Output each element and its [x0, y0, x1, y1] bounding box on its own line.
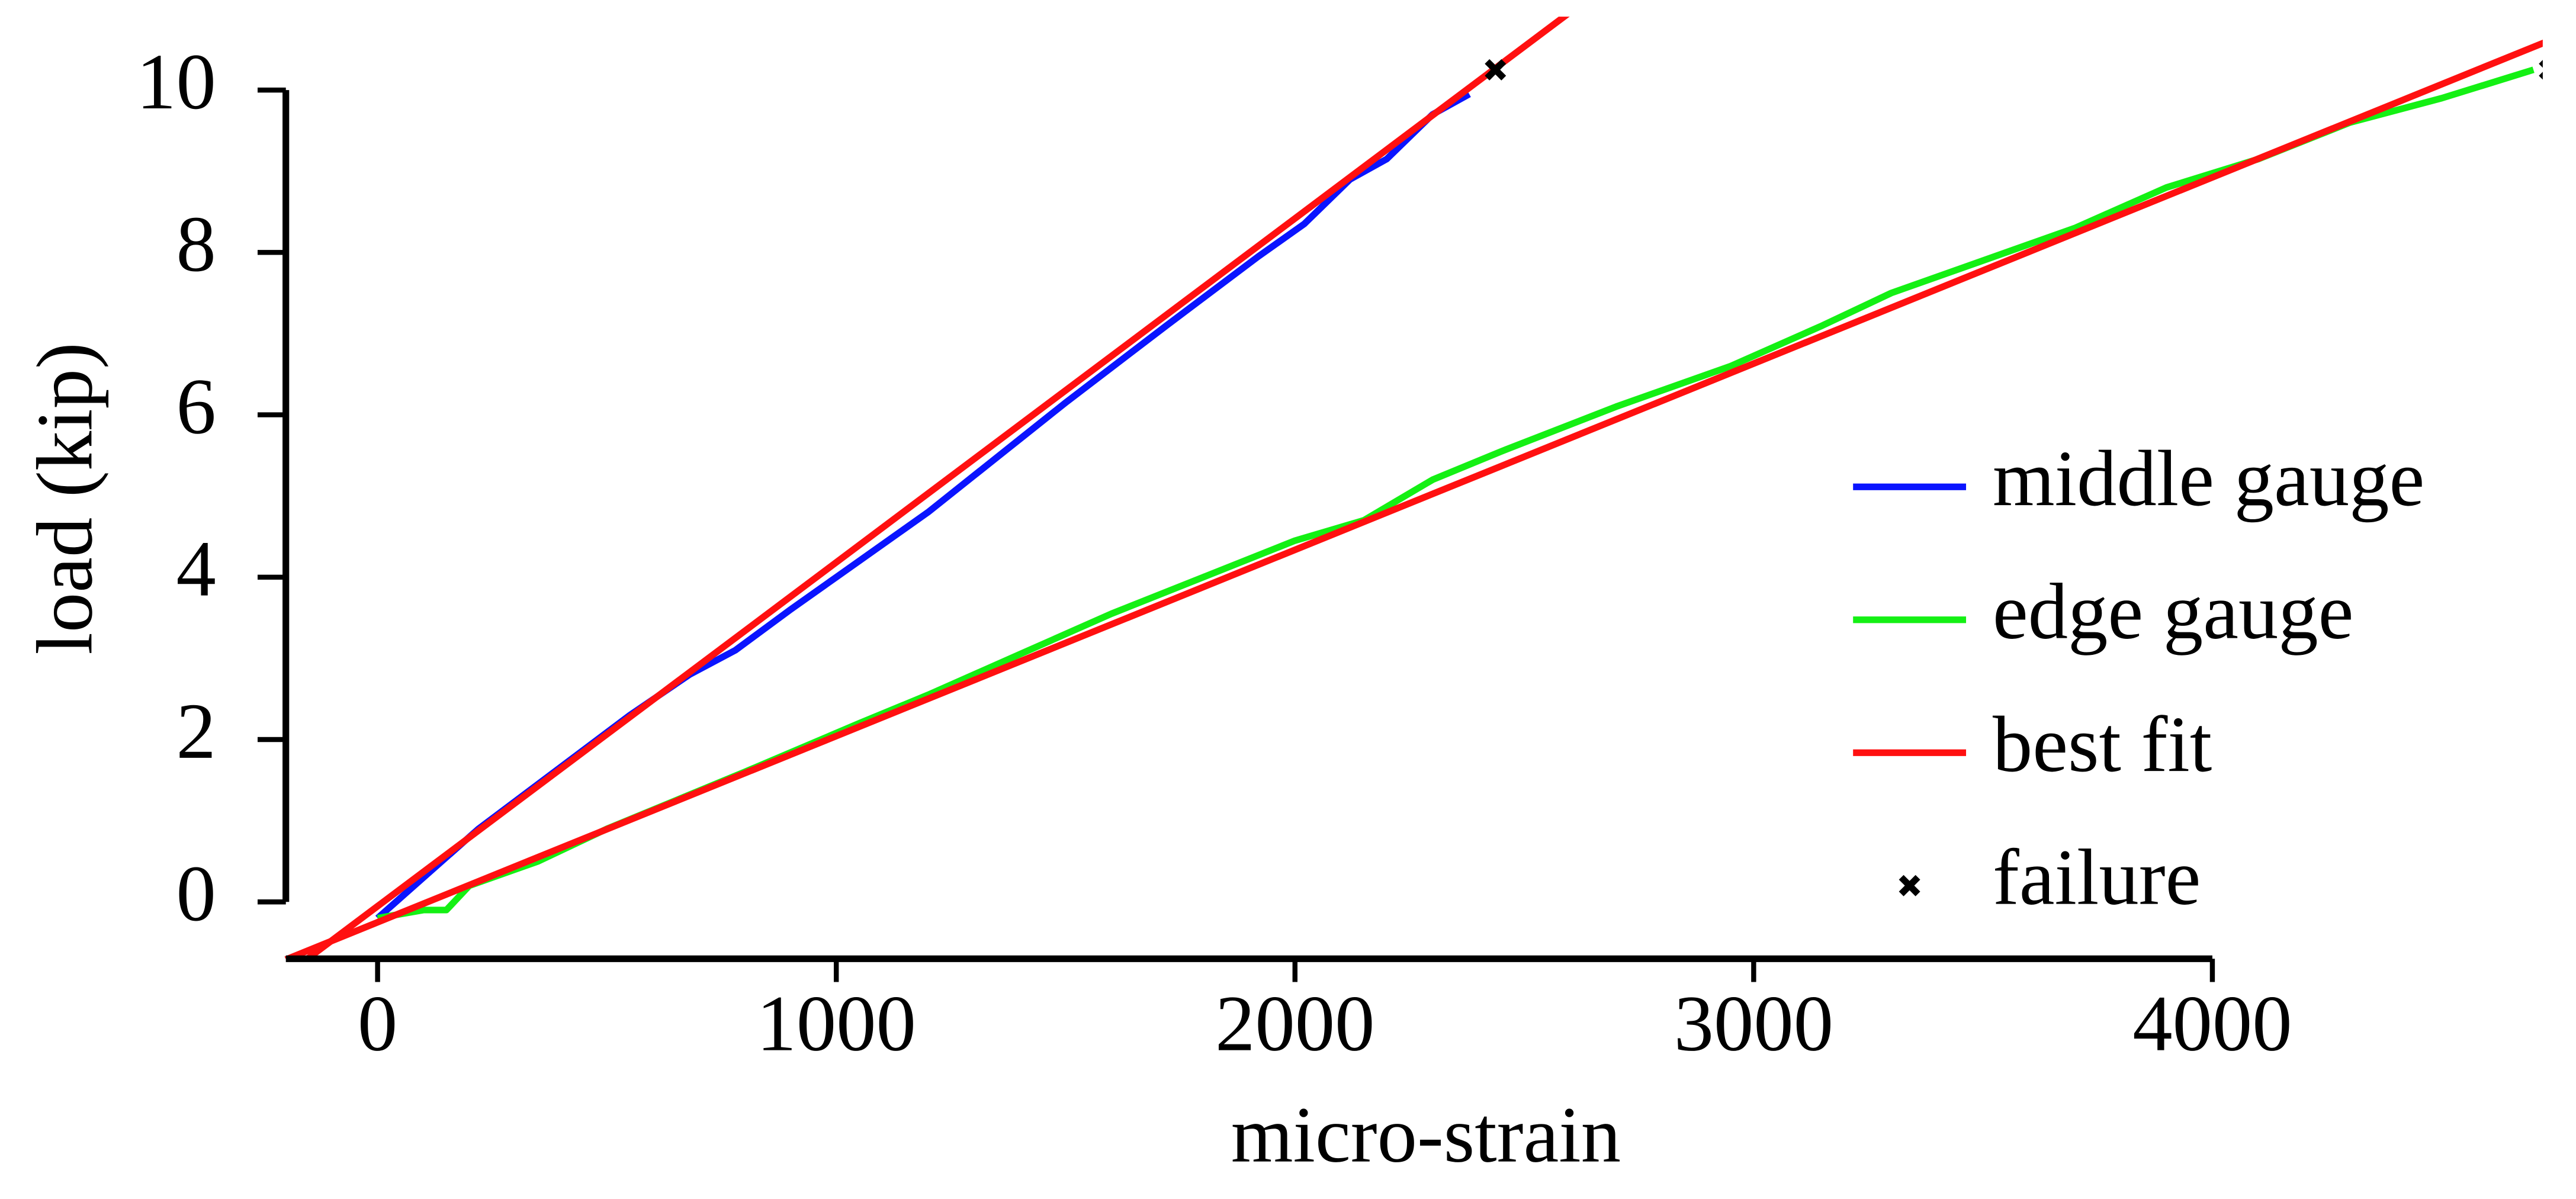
series-line — [375, 91, 1471, 921]
failure-marker — [2539, 60, 2543, 80]
y-axis-label: load (kip) — [21, 342, 109, 654]
x-axis-label: micro-strain — [1231, 1091, 1621, 1179]
x-tick-label: 4000 — [2132, 980, 2292, 1068]
y-tick-label: 6 — [176, 362, 216, 451]
x-tick-label: 0 — [358, 980, 397, 1068]
x-tick-label: 3000 — [1674, 980, 1833, 1068]
series-line — [301, 17, 1570, 959]
x-tick-label: 1000 — [757, 980, 916, 1068]
x-tick-label: 2000 — [1215, 980, 1374, 1068]
legend-label: best fit — [1993, 700, 2212, 789]
series-line — [284, 39, 2543, 959]
legend-label: edge gauge — [1993, 568, 2354, 656]
legend-label: middle gauge — [1993, 435, 2424, 523]
y-tick-label: 0 — [176, 850, 216, 938]
y-tick-label: 2 — [176, 687, 216, 776]
y-tick-label: 10 — [136, 38, 216, 126]
failure-marker — [1899, 875, 1920, 896]
legend-label: failure — [1993, 834, 2201, 922]
plot-area — [284, 17, 2543, 959]
y-tick-label: 8 — [176, 200, 216, 288]
y-tick-label: 4 — [176, 525, 216, 613]
failure-marker — [1485, 59, 1507, 81]
